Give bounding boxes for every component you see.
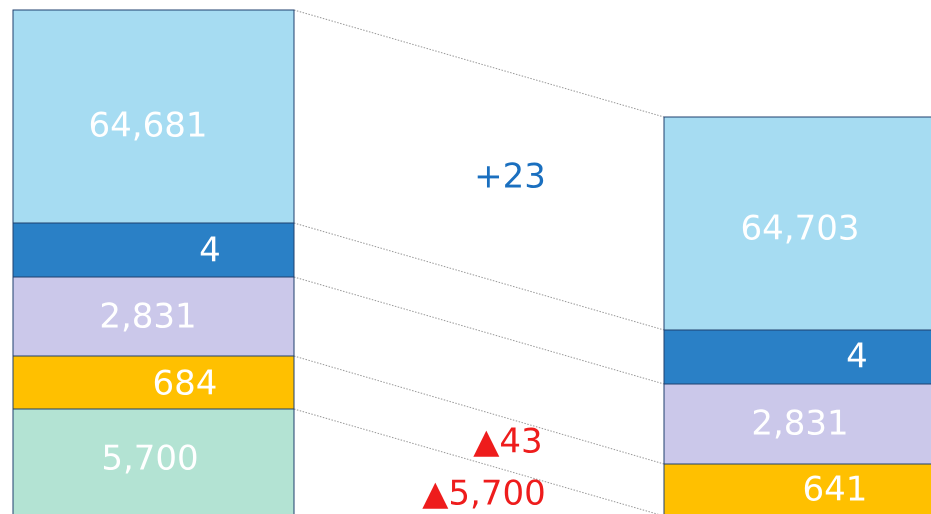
difference-label: ▲43 xyxy=(473,422,542,462)
connector xyxy=(293,222,665,331)
segment-label: 64,703 xyxy=(741,209,860,249)
segment-label: 2,831 xyxy=(99,297,196,337)
segment-label: 684 xyxy=(153,364,218,404)
connector xyxy=(293,9,665,118)
segment-label: 4 xyxy=(199,231,221,271)
segment xyxy=(663,329,931,385)
segment xyxy=(663,383,931,465)
segment xyxy=(663,463,931,514)
segment xyxy=(12,9,295,224)
segment xyxy=(12,355,295,410)
difference-label: ▲5,700 xyxy=(422,474,545,514)
segment-label: 2,831 xyxy=(751,404,848,444)
difference-label: +23 xyxy=(474,157,546,197)
segment-label: 64,681 xyxy=(89,106,208,146)
segment xyxy=(12,408,295,514)
segment xyxy=(663,116,931,331)
segment-label: 4 xyxy=(846,337,868,377)
connector xyxy=(293,276,665,385)
segment-label: 5,700 xyxy=(101,439,198,479)
connector xyxy=(293,408,659,514)
segment-label: 641 xyxy=(803,470,868,510)
segment xyxy=(12,222,295,278)
connector xyxy=(293,355,665,465)
